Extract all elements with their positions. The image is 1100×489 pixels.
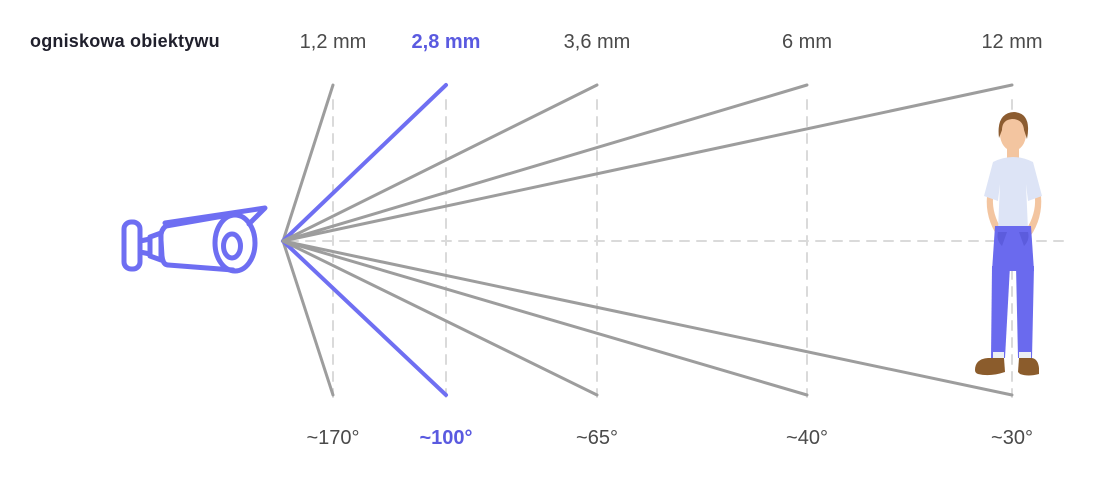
hair: [998, 112, 1029, 139]
fov-angle-lines: [281, 83, 1014, 397]
focal-length-label-3: 3,6 mm: [563, 31, 631, 53]
cctv-bullet-camera-icon: [121, 205, 268, 274]
camera-body-bottom: [165, 262, 236, 273]
focal-length-label-5: 12 mm: [981, 31, 1043, 53]
fov-angle-label-2: ~100°: [419, 427, 473, 449]
fov-angle-label-3: ~65°: [576, 427, 618, 449]
fov-upper-line-3: [281, 83, 599, 243]
fov-angle-label-5: ~30°: [991, 427, 1033, 449]
camera-lens: [221, 231, 243, 261]
fov-lower-line-2: [281, 239, 448, 397]
distance-gridlines: [288, 99, 1066, 398]
fov-lower-line-3: [281, 239, 599, 397]
focal-length-label-1: 1,2 mm: [299, 31, 367, 53]
left-pocket: [997, 232, 1007, 246]
fov-upper-line-1: [281, 83, 335, 243]
camera-body-cap: [158, 223, 171, 268]
camera-visor: [162, 205, 268, 227]
fov-upper-line-5: [281, 83, 1014, 243]
right-sock: [1019, 352, 1031, 362]
fov-angle-label-1: ~170°: [306, 427, 360, 449]
fov-angle-label-4: ~40°: [786, 427, 828, 449]
left-sock: [993, 352, 1004, 362]
fov-upper-line-2: [281, 83, 448, 243]
standing-man-figure: [975, 112, 1042, 376]
fov-lower-line-4: [281, 239, 809, 397]
diagram-title: ogniskowa obiektywu: [30, 31, 220, 51]
left-shoe: [975, 358, 1005, 376]
focal-length-label-4: 6 mm: [782, 31, 832, 53]
focal-length-label-2: 2,8 mm: [411, 31, 481, 53]
right-shoe: [1018, 358, 1039, 376]
fov-lower-line-1: [281, 239, 335, 397]
head: [1000, 117, 1026, 151]
pants-right-leg: [1016, 266, 1034, 358]
t-shirt: [984, 157, 1042, 233]
fov-upper-line-4: [281, 83, 809, 243]
pants-left-leg: [991, 266, 1010, 358]
right-pocket: [1019, 232, 1029, 246]
fov-lower-line-5: [281, 239, 1014, 397]
